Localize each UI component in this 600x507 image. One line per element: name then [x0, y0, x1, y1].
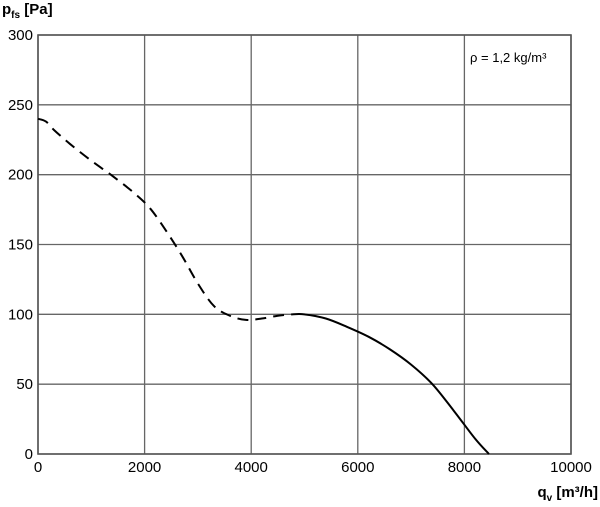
x-tick-label-0: 0 [34, 459, 42, 476]
x-tick-label-4: 8000 [448, 459, 481, 476]
x-axis-label: qv [m³/h] [537, 484, 598, 504]
x-tick-label-3: 6000 [341, 459, 374, 476]
grid-lines [37, 34, 572, 455]
plot-frame [37, 34, 572, 455]
x-tick-labels: 0 2000 4000 6000 8000 10000 [34, 459, 592, 476]
y-tick-label-4: 200 [8, 167, 33, 184]
y-tick-labels: 0 50 100 150 200 250 300 [8, 27, 33, 463]
y-axis-label-sub: fs [11, 10, 20, 21]
y-tick-label-5: 250 [8, 97, 33, 114]
x-tick-label-2: 4000 [235, 459, 268, 476]
y-tick-label-6: 300 [8, 27, 33, 44]
x-axis-label-main: q [537, 484, 546, 501]
dashed-curve [37, 117, 292, 322]
y-axis-label-main: p [2, 1, 11, 18]
y-tick-label-2: 100 [8, 306, 33, 323]
x-axis-label-unit: [m³/h] [552, 484, 598, 501]
y-tick-label-1: 50 [16, 376, 33, 393]
y-axis-label-unit: [Pa] [20, 1, 53, 18]
y-tick-label-0: 0 [25, 446, 33, 463]
x-tick-label-1: 2000 [128, 459, 161, 476]
x-tick-label-5: 10000 [550, 459, 592, 476]
curves [37, 117, 490, 455]
solid-curve [291, 313, 490, 455]
density-annotation: ρ = 1,2 kg/m³ [470, 50, 547, 65]
x-axis-label-sub: v [547, 493, 553, 504]
y-tick-label-3: 150 [8, 237, 33, 254]
y-axis-label: pfs [Pa] [2, 1, 53, 21]
